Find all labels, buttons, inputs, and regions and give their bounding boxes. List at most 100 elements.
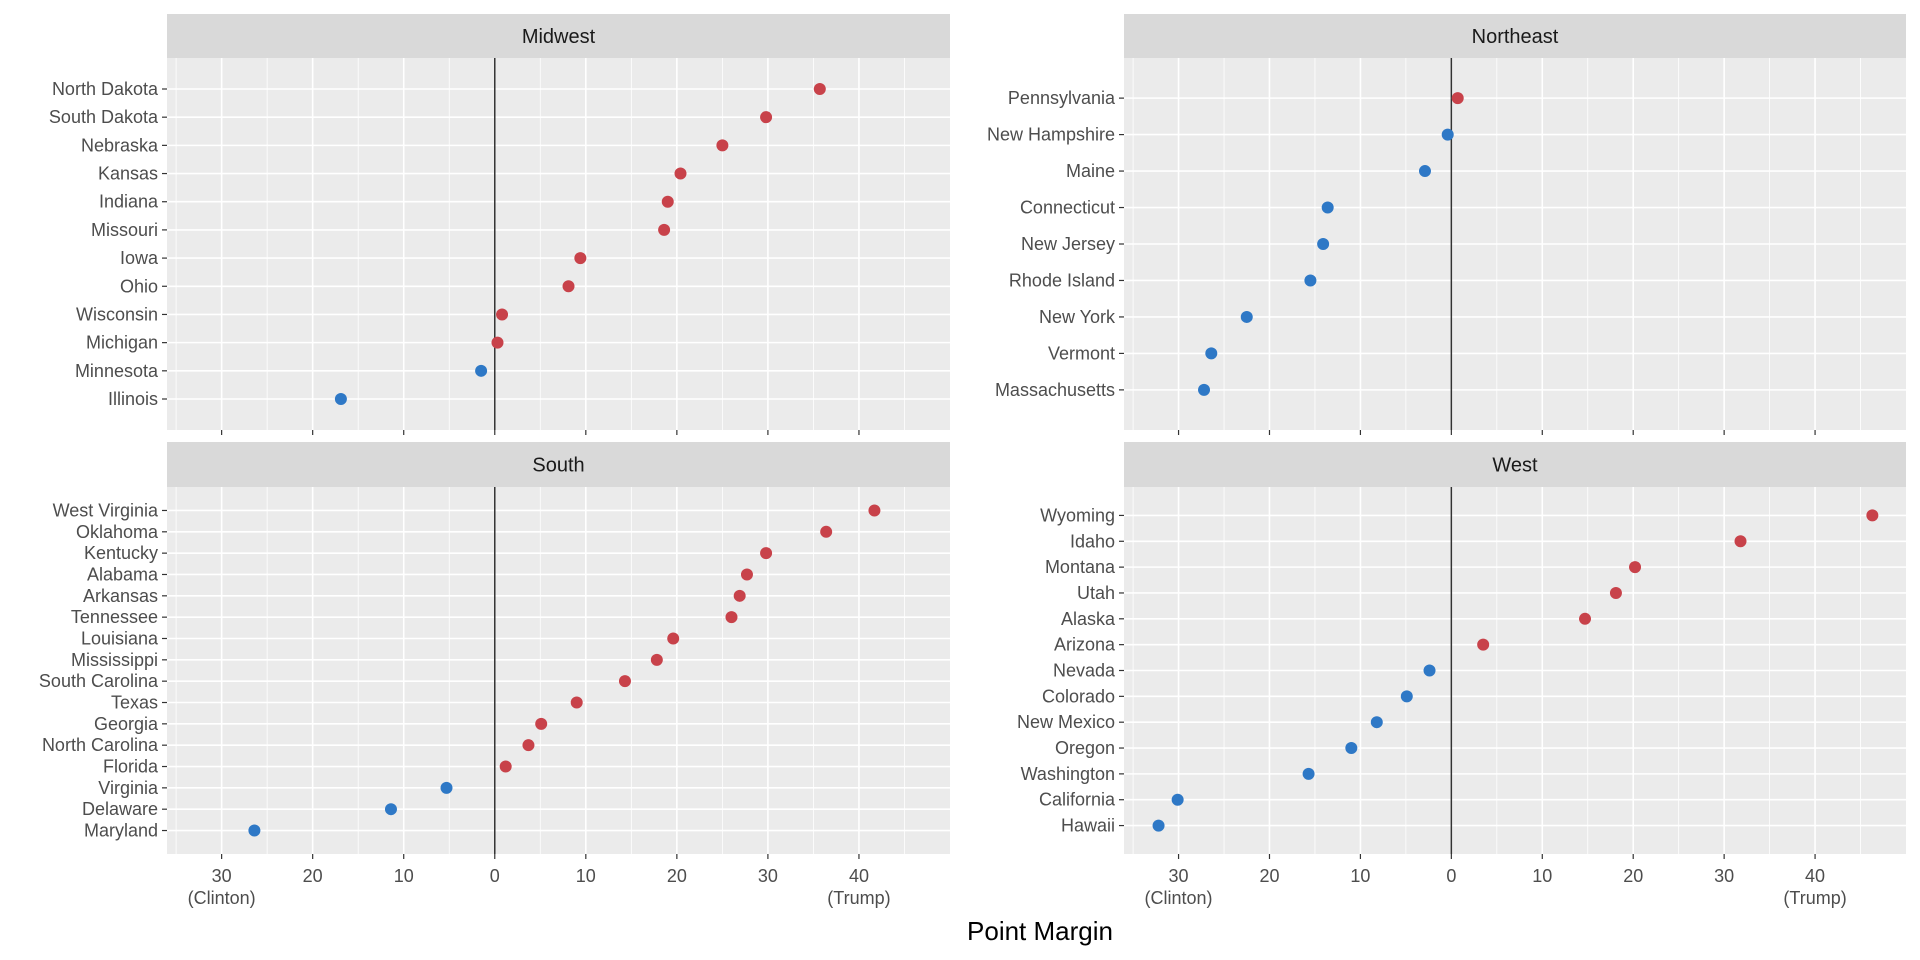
panels-layer: Midwest North Dakota South Dakota Nebraska K… [39, 14, 1906, 908]
data-point [820, 525, 833, 538]
data-point [248, 824, 261, 837]
data-point [1477, 638, 1490, 651]
data-point [496, 308, 509, 321]
data-point [1451, 92, 1464, 105]
data-point [522, 739, 535, 752]
state-label: Kentucky [84, 543, 158, 563]
clinton-annotation: (Clinton) [1145, 888, 1213, 908]
data-point [1152, 819, 1165, 832]
facet-strip [167, 14, 950, 58]
state-label: North Dakota [52, 79, 159, 99]
state-label: Colorado [1042, 686, 1115, 706]
x-tick-label: 30 [758, 866, 778, 886]
data-point [1418, 165, 1431, 178]
state-label: Nevada [1053, 661, 1116, 681]
x-tick-label: 20 [303, 866, 323, 886]
facet-strip [167, 442, 950, 487]
data-point [868, 504, 881, 517]
data-point [733, 589, 746, 602]
state-label: Iowa [120, 248, 159, 268]
state-label: Rhode Island [1009, 270, 1115, 290]
state-label: Montana [1045, 557, 1116, 577]
x-tick-label: 10 [394, 866, 414, 886]
trump-annotation: (Trump) [827, 888, 890, 908]
data-point [1579, 612, 1592, 625]
state-label: South Carolina [39, 671, 159, 691]
data-point [667, 632, 680, 645]
panel-background [167, 58, 950, 430]
x-tick-label: 10 [576, 866, 596, 886]
state-label: New Mexico [1017, 712, 1115, 732]
state-label: Arizona [1054, 635, 1116, 655]
state-label: Indiana [99, 192, 159, 212]
state-label: Connecticut [1020, 198, 1115, 218]
state-label: Nebraska [81, 135, 159, 155]
data-point [716, 139, 729, 152]
x-tick-label: 30 [1714, 866, 1734, 886]
facet-midwest: Midwest North Dakota South Dakota Nebraska K… [49, 14, 950, 435]
data-point [1302, 767, 1315, 780]
data-point [674, 167, 687, 180]
state-label: Louisiana [81, 628, 159, 648]
data-point [1423, 664, 1436, 677]
data-point [1370, 716, 1383, 729]
state-label: Alaska [1061, 609, 1116, 629]
data-point [1629, 561, 1642, 574]
data-point [1205, 347, 1218, 360]
data-point [1240, 310, 1253, 323]
state-label: Virginia [98, 778, 159, 798]
data-point [1734, 535, 1747, 548]
data-point [650, 653, 663, 666]
facet-strip-label: Northeast [1472, 26, 1559, 48]
x-tick-label: 30 [1169, 866, 1189, 886]
data-point [1304, 274, 1317, 287]
facet-strip-label: West [1492, 455, 1538, 477]
data-point [384, 803, 397, 816]
x-tick-label: 20 [667, 866, 687, 886]
data-point [1609, 586, 1622, 599]
facet-strip [1124, 14, 1906, 58]
state-label: Ohio [120, 276, 158, 296]
state-label: South Dakota [49, 107, 159, 127]
data-point [1171, 793, 1184, 806]
state-label: Washington [1021, 764, 1115, 784]
facet-strip-label: Midwest [522, 26, 596, 48]
state-label: Missouri [91, 220, 158, 240]
state-label: Georgia [94, 714, 159, 734]
data-point [740, 568, 753, 581]
state-label: Massachusetts [995, 380, 1115, 400]
data-point [574, 252, 587, 265]
x-axis-title: Point Margin [967, 916, 1113, 946]
data-point [491, 336, 504, 349]
state-label: Pennsylvania [1008, 88, 1116, 108]
state-label: Kansas [98, 164, 158, 184]
x-tick-label: 10 [1532, 866, 1552, 886]
state-label: Maryland [84, 821, 158, 841]
state-label: Texas [111, 693, 158, 713]
state-label: Hawaii [1061, 816, 1115, 836]
state-label: Illinois [108, 389, 158, 409]
x-tick-label: 20 [1623, 866, 1643, 886]
state-label: Minnesota [75, 361, 159, 381]
x-tick-label: 0 [1446, 866, 1456, 886]
clinton-annotation: (Clinton) [188, 888, 256, 908]
data-point [725, 611, 738, 624]
data-point [1345, 742, 1358, 755]
facet-strip-label: South [532, 455, 584, 477]
state-label: New Hampshire [987, 125, 1115, 145]
data-point [618, 675, 631, 688]
data-point [813, 83, 826, 95]
data-point [535, 717, 548, 730]
facet-strip [1124, 442, 1906, 487]
data-point [1198, 383, 1211, 396]
data-point [1866, 509, 1879, 522]
data-point [661, 195, 674, 208]
state-label: Michigan [86, 333, 158, 353]
x-tick-label: 30 [212, 866, 232, 886]
data-point [499, 760, 512, 773]
data-point [334, 393, 347, 405]
state-label: California [1039, 790, 1116, 810]
facet-west: West Wyoming Idaho Montana Utah Alaska Arizona… [1017, 442, 1906, 908]
state-label: New York [1039, 307, 1116, 327]
